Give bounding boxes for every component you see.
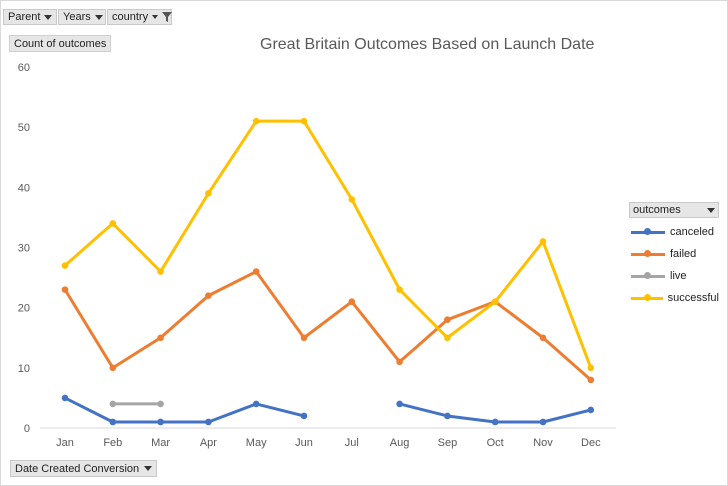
series-canceled (61, 394, 595, 426)
canceled-point (587, 406, 595, 414)
legend-item-successful: successful (631, 287, 719, 309)
legend-label: failed (670, 248, 697, 260)
country-filter-button[interactable]: country (107, 9, 173, 25)
legend-item-canceled: canceled (631, 221, 719, 243)
legend-swatch (631, 293, 663, 303)
y-tick-label: 40 (18, 182, 30, 194)
x-tick-label: Dec (581, 437, 601, 449)
successful-point (491, 298, 499, 305)
canceled-point (205, 418, 212, 426)
legend-swatch (631, 249, 665, 259)
x-tick-label: Jan (56, 437, 74, 449)
x-tick-label: Aug (390, 437, 410, 449)
canceled-point (61, 394, 69, 402)
failed-point (348, 298, 356, 305)
successful-point (396, 286, 403, 293)
canceled-point (300, 412, 308, 420)
canceled-line (63, 396, 306, 424)
row-field-label: Date Created Conversion (15, 462, 140, 475)
canceled-point (157, 418, 164, 426)
value-field-button[interactable]: Count of outcomes (9, 35, 112, 52)
successful-point (157, 268, 164, 275)
x-tick-label: Oct (487, 437, 504, 449)
canceled-point (109, 418, 117, 426)
successful-point (444, 334, 451, 342)
parent-filter-label: Parent (8, 11, 41, 23)
x-tick-label: Apr (200, 437, 217, 449)
successful-point (61, 262, 69, 269)
legend-title: outcomes (633, 204, 681, 216)
chevron-down-icon (44, 14, 53, 20)
legend-swatch (631, 227, 665, 237)
successful-point (348, 196, 356, 203)
canceled-point (539, 418, 547, 426)
canceled-point (396, 400, 403, 408)
live-point (109, 400, 117, 408)
legend-item-live: live (631, 265, 719, 287)
x-tick-label: Sep (438, 437, 458, 449)
x-axis: Jan Feb Mar Apr May Jun Jul Aug Sep Oct Nov Dec (56, 437, 601, 449)
y-tick-label: 10 (18, 363, 30, 375)
live-point (157, 400, 164, 408)
y-tick-label: 20 (18, 303, 30, 315)
canceled-point (444, 412, 451, 420)
x-tick-label: Feb (103, 437, 122, 449)
y-tick-label: 60 (18, 62, 30, 74)
x-tick-label: Mar (151, 437, 170, 449)
series-group (61, 117, 595, 426)
chevron-down-icon (94, 14, 103, 20)
successful-point (539, 238, 547, 245)
y-tick-label: 50 (18, 122, 30, 134)
parent-filter-button[interactable]: Parent (3, 9, 57, 25)
legend-filter-button[interactable]: outcomes (629, 202, 719, 218)
successful-line (63, 119, 593, 370)
series-live (109, 400, 164, 408)
legend-label: successful (667, 292, 719, 304)
row-field-button[interactable]: Date Created Conversion (10, 460, 158, 477)
x-tick-label: Nov (533, 437, 553, 449)
failed-point (205, 292, 212, 299)
failed-point (300, 334, 308, 342)
failed-point (396, 358, 403, 366)
legend-swatch (631, 271, 665, 281)
legend-label: canceled (670, 226, 715, 238)
successful-point (300, 117, 308, 125)
failed-point (587, 376, 595, 384)
successful-point (205, 190, 212, 197)
y-tick-label: 30 (18, 243, 30, 255)
series-successful (61, 117, 595, 372)
failed-point (61, 286, 69, 293)
filter-funnel-icon (162, 12, 173, 22)
chevron-down-icon (144, 466, 153, 471)
x-tick-label: Jun (295, 437, 313, 449)
failed-point (444, 316, 451, 324)
successful-point (252, 117, 260, 125)
country-filter-label: country (112, 11, 149, 23)
years-filter-label: Years (63, 11, 91, 23)
failed-point (252, 268, 260, 275)
successful-point (109, 220, 117, 227)
y-tick-label: 0 (24, 423, 30, 435)
canceled-point (491, 418, 499, 426)
canceled-point (252, 400, 260, 408)
failed-point (157, 334, 164, 342)
x-tick-label: May (246, 437, 267, 449)
legend: outcomes canceled failed live successful (629, 202, 719, 309)
chevron-down-icon (707, 207, 715, 213)
x-tick-label: Jul (345, 437, 359, 449)
failed-line (63, 270, 593, 382)
years-filter-button[interactable]: Years (58, 9, 106, 25)
y-axis: 0 10 20 30 40 50 60 (18, 62, 30, 435)
successful-point (587, 364, 595, 372)
chart-title: Great Britain Outcomes Based on Launch D… (260, 36, 595, 53)
legend-label: live (670, 270, 687, 282)
series-failed (61, 268, 595, 384)
chevron-down-icon (152, 15, 159, 19)
legend-item-failed: failed (631, 243, 719, 265)
failed-point (539, 334, 547, 342)
failed-point (109, 364, 117, 372)
